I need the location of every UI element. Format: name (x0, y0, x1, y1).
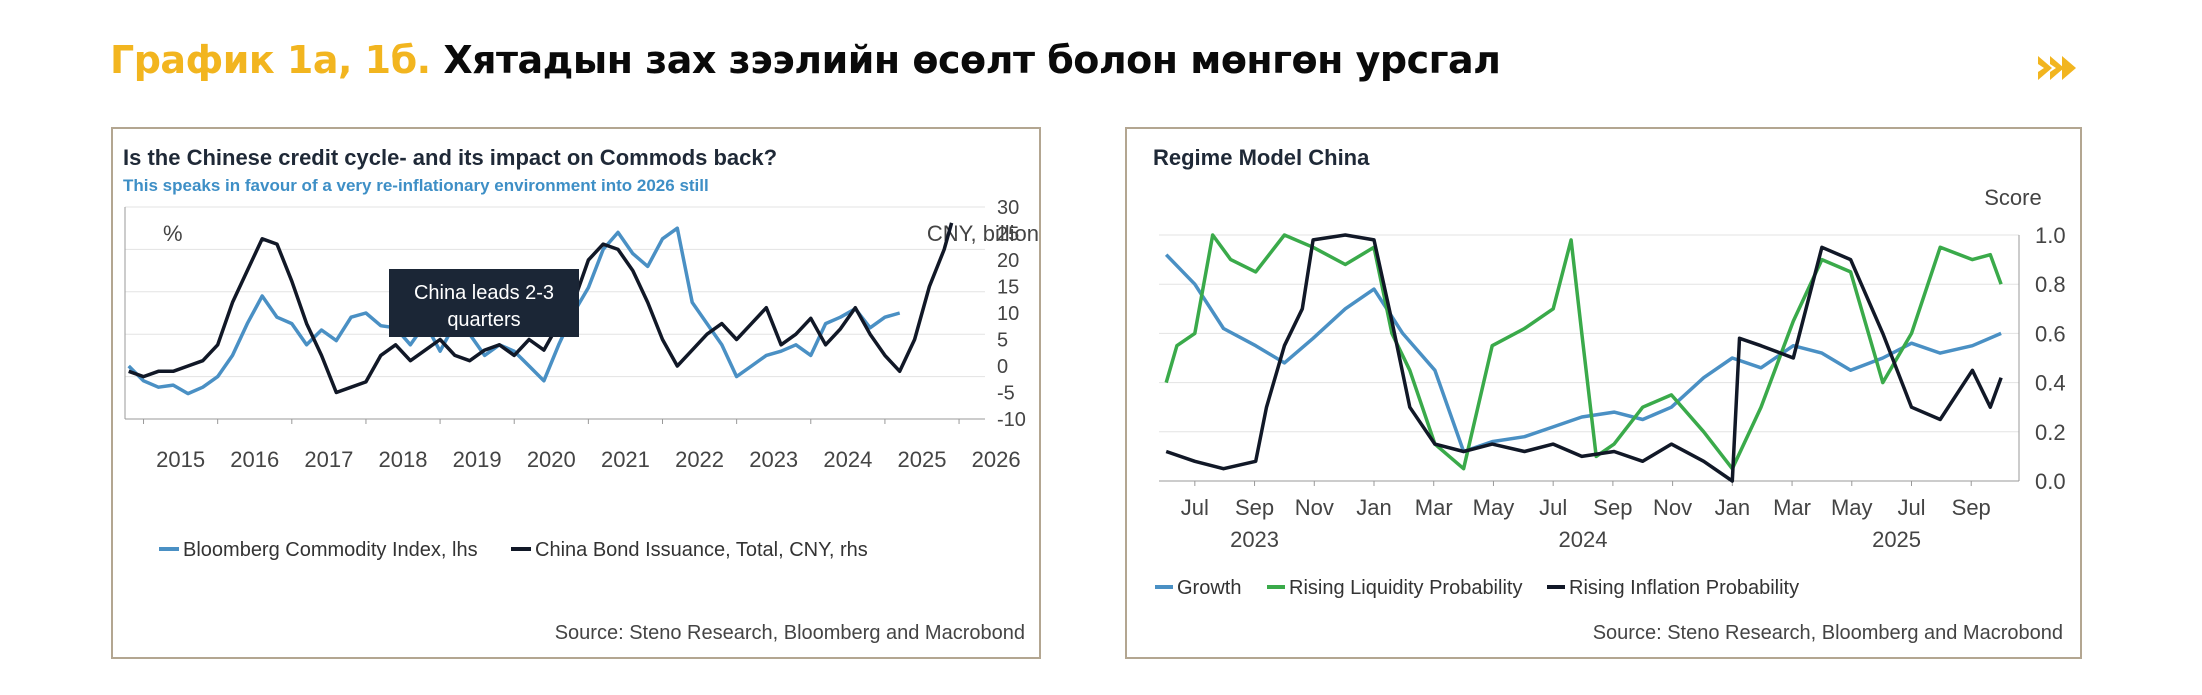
x-tick-label: Jul (1181, 495, 1209, 520)
series-line-commodity (127, 226, 901, 396)
double-chevron-right-icon (2038, 56, 2076, 80)
x-tick-label: Sep (1952, 495, 1991, 520)
page-header: График 1а, 1б. Хятадын зах зээлийн өсөлт… (110, 38, 1501, 82)
chart-source: Source: Steno Research, Bloomberg and Ma… (1593, 622, 2063, 644)
x-tick-label: 2022 (675, 447, 724, 472)
x-tick-label: Mar (1773, 495, 1811, 520)
x-tick-label: 2015 (156, 447, 205, 472)
x-tick-label: 2017 (304, 447, 353, 472)
chart-source: Source: Steno Research, Bloomberg and Ma… (555, 622, 1025, 644)
x-tick-label: Sep (1593, 495, 1632, 520)
x-tick-label: 2019 (453, 447, 502, 472)
x-tick-label: Mar (1415, 495, 1453, 520)
x-tick-label: May (1831, 495, 1873, 520)
chart-subtitle: This speaks in favour of a very re-infla… (123, 176, 709, 195)
header-title: Хятадын зах зээлийн өсөлт болон мөнгөн у… (443, 38, 1501, 82)
x-tick-label: Jan (1356, 495, 1391, 520)
annotation-box (389, 269, 579, 337)
legend-label-liquidity: Rising Liquidity Probability (1289, 577, 1522, 599)
y-tick: 0.0 (2035, 469, 2066, 494)
y-tick-right: 30 (997, 197, 1019, 219)
x-tick-label: Jan (1715, 495, 1750, 520)
x-tick-label: Nov (1653, 495, 1692, 520)
y-tick: 1.0 (2035, 223, 2066, 248)
chart-panel-credit-cycle: Is the Chinese credit cycle- and its imp… (111, 127, 1041, 659)
y-tick-right: 10 (997, 303, 1019, 325)
annotation-text-line1: China leads 2-3 (414, 282, 554, 304)
y-axis-right-label: CNY, billion (927, 221, 1039, 246)
series-line-growth (1164, 253, 2002, 454)
series-line-liquidity (1164, 233, 2003, 471)
x-year-label: 2023 (1230, 527, 1279, 552)
y-tick-right: 5 (997, 330, 1008, 352)
x-tick-label: 2020 (527, 447, 576, 472)
y-tick: 0.8 (2035, 272, 2066, 297)
y-tick-right: 15 (997, 277, 1019, 299)
chart-regime-model: Regime Model China Score 1.0 0.8 0.6 0.4 0.2… (1153, 145, 2066, 644)
legend-label-inflation: Rising Inflation Probability (1569, 577, 1799, 599)
chart-credit-cycle: Is the Chinese credit cycle- and its imp… (123, 145, 1039, 644)
legend-label-commodity: Bloomberg Commodity Index, lhs (183, 539, 478, 561)
x-tick-label: 2025 (898, 447, 947, 472)
x-tick-label: 2023 (749, 447, 798, 472)
series-line-inflation (1165, 233, 2003, 483)
x-tick-label: Sep (1235, 495, 1274, 520)
y-tick-right: -5 (997, 383, 1015, 405)
y-tick-right: 25 (997, 224, 1019, 246)
y-tick-right: 0 (997, 356, 1008, 378)
x-tick-label: May (1473, 495, 1515, 520)
y-axis-left-label: % (163, 221, 183, 246)
annotation-text-line2: quarters (447, 309, 520, 331)
x-tick-label: Nov (1295, 495, 1334, 520)
y-tick-right: 20 (997, 250, 1019, 272)
header-accent: График 1а, 1б. (110, 38, 431, 82)
x-year-label: 2024 (1559, 527, 1608, 552)
y-tick: 0.4 (2035, 371, 2066, 396)
chart-title: Is the Chinese credit cycle- and its imp… (123, 145, 777, 170)
x-tick-label: Jul (1897, 495, 1925, 520)
x-tick-label: Jul (1539, 495, 1567, 520)
x-tick-label: 2016 (230, 447, 279, 472)
legend-label-bond: China Bond Issuance, Total, CNY, rhs (535, 539, 868, 561)
chart-panel-regime-model: Regime Model China Score 1.0 0.8 0.6 0.4 0.2… (1125, 127, 2082, 659)
x-tick-label: 2024 (823, 447, 872, 472)
series-line-bond (128, 222, 954, 395)
x-tick-label: 2026 (972, 447, 1021, 472)
y-tick-right: -10 (997, 409, 1026, 431)
x-tick-label: 2018 (379, 447, 428, 472)
legend-label-growth: Growth (1177, 577, 1241, 599)
x-tick-label: 2021 (601, 447, 650, 472)
chart-title: Regime Model China (1153, 145, 1370, 170)
x-year-label: 2025 (1872, 527, 1921, 552)
y-tick: 0.6 (2035, 321, 2066, 346)
y-axis-right-label: Score (1984, 185, 2041, 210)
y-tick: 0.2 (2035, 420, 2066, 445)
